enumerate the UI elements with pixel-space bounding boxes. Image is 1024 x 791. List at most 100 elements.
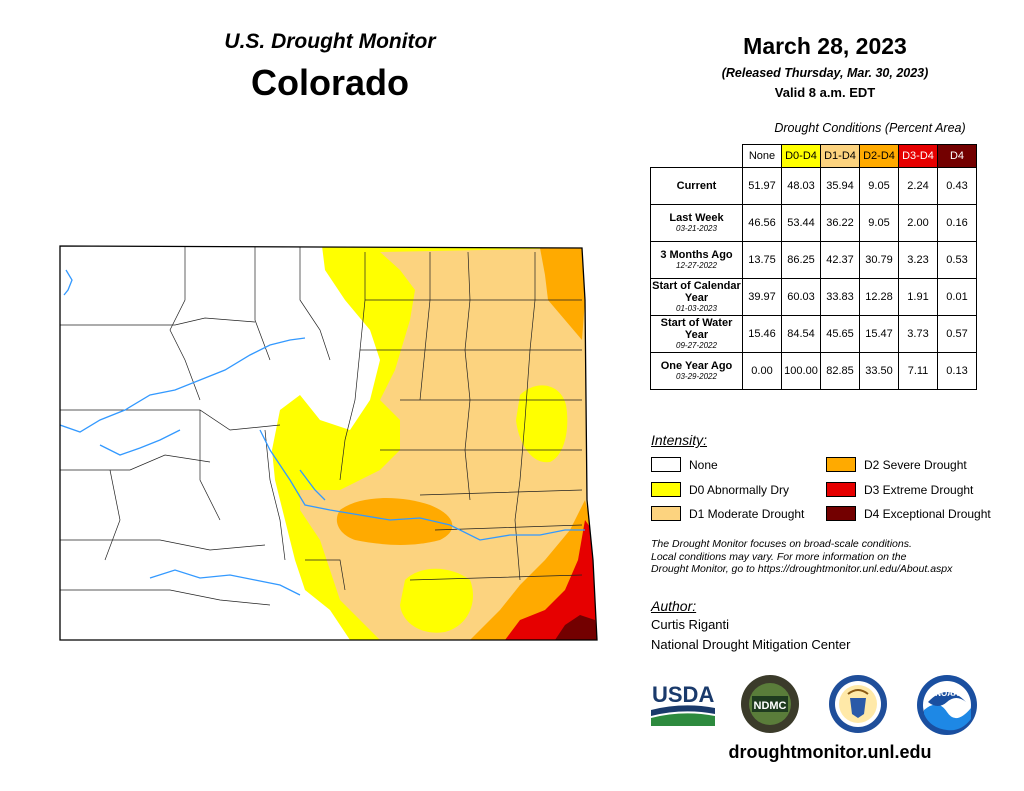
table-cell: 42.37	[820, 241, 860, 279]
note-line: Drought Monitor, go to https://droughtmo…	[651, 563, 953, 575]
row-header: Current	[650, 167, 743, 205]
row-label: Last Week	[669, 212, 724, 224]
ndmc-logo: NDMC	[741, 675, 799, 733]
state-title: Colorado	[251, 62, 409, 103]
legend-item-d0: D0 Abnormally Dry	[651, 481, 789, 498]
table-cell: 0.16	[937, 204, 977, 242]
table-corner	[650, 144, 743, 168]
column-header: None	[742, 144, 782, 168]
row-date: 01-03-2023	[676, 304, 717, 313]
legend-label: D0 Abnormally Dry	[689, 482, 790, 497]
table-cell: 82.85	[820, 352, 860, 390]
table-cell: 15.47	[859, 315, 899, 353]
legend-swatch	[826, 482, 856, 497]
legend-swatch	[826, 457, 856, 472]
colorado-drought-map	[59, 245, 598, 641]
note-line: Local conditions may vary. For more info…	[651, 550, 907, 563]
table-row: One Year Ago 03-29-2022 0.00 100.00 82.85 33.…	[650, 352, 977, 390]
valid-time: Valid 8 a.m. EDT	[774, 85, 876, 100]
table-cell: 13.75	[742, 241, 782, 279]
legend-item-d4: D4 Exceptional Drought	[826, 505, 991, 522]
noaa-logo: NOAA	[917, 675, 977, 735]
table-cell: 60.03	[781, 278, 821, 316]
d2-region-ne	[540, 248, 585, 340]
table-cell: 35.94	[820, 167, 860, 205]
doc-seal-logo	[829, 675, 887, 733]
table-cell: 39.97	[742, 278, 782, 316]
column-header: D2-D4	[859, 144, 899, 168]
table-cell: 46.56	[742, 204, 782, 242]
usda-logo-text: USDA	[652, 682, 714, 707]
ndmc-logo-text: NDMC	[754, 700, 787, 712]
table-cell: 53.44	[781, 204, 821, 242]
row-label: Start of Water Year	[660, 317, 733, 341]
drought-conditions-table: None D0-D4 D1-D4 D2-D4 D3-D4 D4 Current 5…	[650, 144, 977, 390]
legend-item-d1: D1 Moderate Drought	[651, 505, 804, 522]
table-cell: 3.23	[898, 241, 938, 279]
column-header: D1-D4	[820, 144, 860, 168]
table-caption: Drought Conditions (Percent Area)	[774, 121, 966, 135]
table-cell: 9.05	[859, 167, 899, 205]
table-cell: 0.13	[937, 352, 977, 390]
author-name: Curtis Riganti	[651, 617, 730, 632]
table-cell: 0.00	[742, 352, 782, 390]
d3-region	[505, 520, 597, 640]
table-cell: 7.11	[898, 352, 938, 390]
row-label: Current	[676, 180, 717, 192]
column-header: D4	[937, 144, 977, 168]
rivers	[60, 269, 585, 596]
table-cell: 48.03	[781, 167, 821, 205]
table-cell: 0.01	[937, 278, 977, 316]
table-cell: 1.91	[898, 278, 938, 316]
state-outline	[59, 245, 598, 641]
noaa-logo-text: NOAA	[935, 689, 959, 698]
release-date: (Released Thursday, Mar. 30, 2023)	[721, 66, 929, 80]
column-header: D3-D4	[898, 144, 938, 168]
d0-pocket-east	[516, 385, 568, 463]
table-row: Start of Calendar Year 01-03-2023 39.97 60.…	[650, 278, 977, 316]
legend-label: D3 Extreme Drought	[864, 482, 974, 497]
row-date: 03-21-2023	[676, 224, 717, 233]
legend-swatch	[651, 506, 681, 521]
row-date: 03-29-2022	[676, 372, 717, 381]
row-header: Start of Water Year 09-27-2022	[650, 315, 743, 353]
table-cell: 15.46	[742, 315, 782, 353]
legend-swatch	[826, 506, 856, 521]
row-header: 3 Months Ago 12-27-2022	[650, 241, 743, 279]
legend-label: D2 Severe Drought	[864, 457, 967, 472]
table-cell: 0.53	[937, 241, 977, 279]
legend-label: D4 Exceptional Drought	[864, 506, 991, 521]
legend-item-d3: D3 Extreme Drought	[826, 481, 973, 498]
table-cell: 9.05	[859, 204, 899, 242]
author-label: Author:	[651, 598, 697, 614]
table-row: Last Week 03-21-2023 46.56 53.44 36.22 9.05 2.…	[650, 204, 977, 242]
table-cell: 51.97	[742, 167, 782, 205]
legend-item-none: None	[651, 456, 718, 473]
table-cell: 2.24	[898, 167, 938, 205]
map-title: U.S. Drought Monitor	[224, 30, 436, 53]
note-line: The Drought Monitor focuses on broad-sca…	[651, 538, 912, 550]
author-organization: National Drought Mitigation Center	[651, 637, 851, 652]
legend-swatch	[651, 482, 681, 497]
table-row: 3 Months Ago 12-27-2022 13.75 86.25 42.37 30.…	[650, 241, 977, 279]
table-cell: 12.28	[859, 278, 899, 316]
table-cell: 3.73	[898, 315, 938, 353]
table-cell: 0.43	[937, 167, 977, 205]
table-cell: 33.50	[859, 352, 899, 390]
website-link[interactable]: droughtmonitor.unl.edu	[728, 742, 932, 762]
intensity-legend-title: Intensity:	[651, 432, 708, 448]
row-label: Start of Calendar Year	[652, 280, 741, 304]
table-cell: 2.00	[898, 204, 938, 242]
legend-label: None	[689, 457, 718, 472]
usda-logo: USDA	[651, 682, 715, 726]
row-label: One Year Ago	[660, 360, 733, 372]
table-cell: 45.65	[820, 315, 860, 353]
disclaimer-note: The Drought Monitor focuses on broad-sca…	[651, 538, 1011, 576]
legend-item-d2: D2 Severe Drought	[826, 456, 967, 473]
table-cell: 100.00	[781, 352, 821, 390]
column-header: D0-D4	[781, 144, 821, 168]
table-cell: 86.25	[781, 241, 821, 279]
row-label: 3 Months Ago	[660, 249, 733, 261]
table-row: Start of Water Year 09-27-2022 15.46 84.54 4…	[650, 315, 977, 353]
legend-label: D1 Moderate Drought	[689, 506, 805, 521]
